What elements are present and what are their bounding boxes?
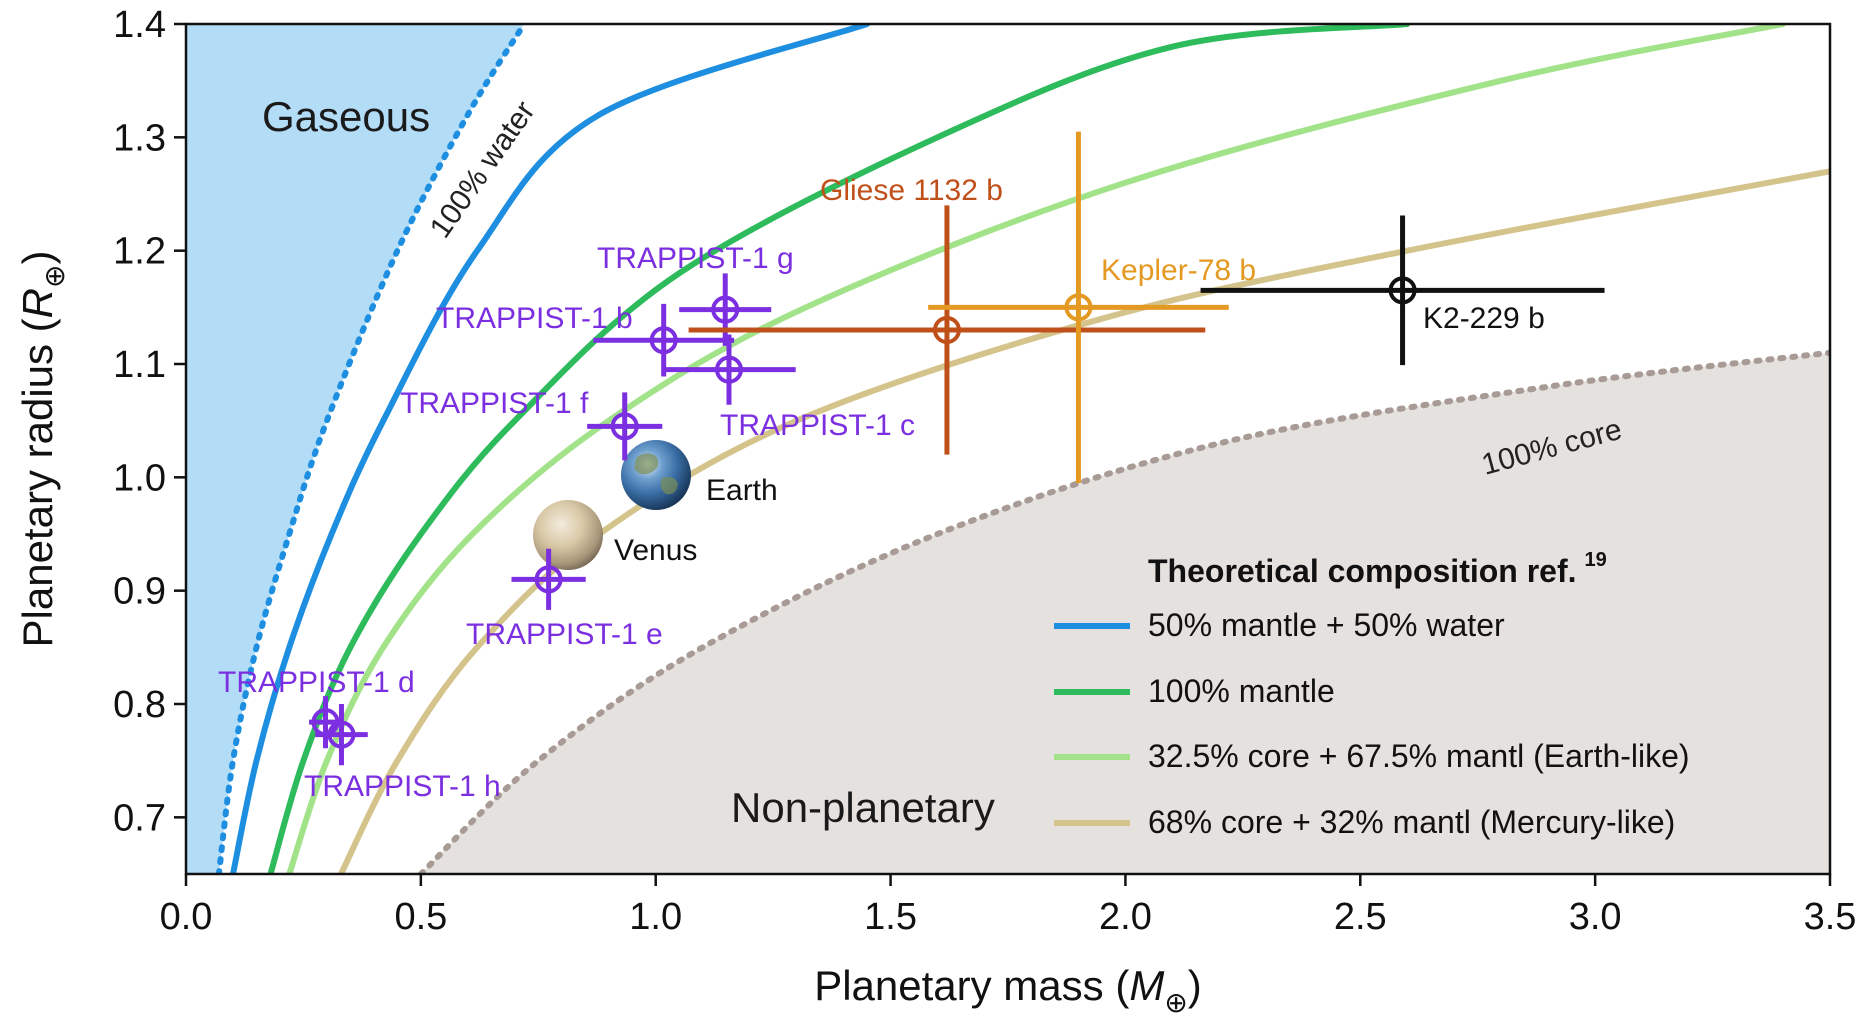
- legend-entry-water: 50% mantle + 50% water: [1148, 607, 1505, 643]
- x-tick-label: 3.5: [1804, 896, 1857, 938]
- curve-100-water: [215, 24, 528, 874]
- y-tick-label: 1.3: [113, 117, 166, 159]
- planet-label-trappist-1-c: TRAPPIST-1 c: [720, 409, 915, 442]
- earth-label: Earth: [706, 474, 778, 507]
- planet-point-trappist-1-c: [662, 334, 796, 405]
- y-axis-title: Planetary radius (R⊕): [14, 251, 70, 648]
- non-planetary-label: Non-planetary: [731, 784, 995, 831]
- x-tick-label: 0.5: [394, 896, 447, 938]
- curve-100-mantle: [267, 24, 1411, 874]
- planet-label-trappist-1-f: TRAPPIST-1 f: [400, 387, 589, 420]
- x-tick-label: 1.5: [864, 896, 917, 938]
- planet-point-trappist-1-e: [511, 548, 586, 610]
- x-tick-label: 0.0: [160, 896, 213, 938]
- y-tick-label: 1.0: [113, 457, 166, 499]
- marker-trappist-1-e: [534, 565, 563, 594]
- y-tick-label: 1.1: [113, 344, 166, 386]
- planet-label-trappist-1-h: TRAPPIST-1 h: [304, 770, 501, 803]
- x-tick-label: 2.5: [1334, 896, 1387, 938]
- earth-image: [621, 440, 691, 510]
- x-tick-label: 3.0: [1569, 896, 1622, 938]
- legend-title: Theoretical composition ref. 19: [1148, 549, 1607, 589]
- y-tick-label: 1.4: [113, 4, 166, 46]
- non-planetary-region: [420, 352, 1830, 874]
- plot-frame: [184, 22, 1832, 876]
- planet-label-kepler-78-b: Kepler-78 b: [1101, 254, 1256, 287]
- y-tick-label: 0.8: [113, 684, 166, 726]
- planet-point-kepler-78-b: [928, 131, 1229, 483]
- curve-68-core-32-mantl-mercury-like: [338, 168, 1830, 874]
- earth-continents: [634, 453, 678, 495]
- x-axis-title: Planetary mass (M⊕): [814, 962, 1202, 1013]
- legend-title-ref: 19: [1585, 549, 1607, 571]
- marker-trappist-1-h: [327, 720, 356, 749]
- x-tick-label: 1.0: [629, 896, 682, 938]
- planet-label-trappist-1-g: TRAPPIST-1 g: [597, 242, 794, 275]
- planet-label-trappist-1-b: TRAPPIST-1 b: [436, 302, 633, 335]
- planet-point-gliese-1132-b: [688, 205, 1206, 455]
- legend: Theoretical composition ref. 19 50% mantl…: [1054, 549, 1690, 840]
- planet-point-trappist-1-h: [315, 704, 368, 766]
- y-tick-label: 1.2: [113, 231, 166, 273]
- marker-trappist-1-g: [711, 295, 740, 324]
- planet-label-trappist-1-d: TRAPPIST-1 d: [218, 666, 415, 699]
- marker-trappist-1-c: [714, 355, 743, 384]
- venus-image: [533, 500, 603, 570]
- gaseous-region: [186, 24, 525, 874]
- curve-32-5-core-67-5-mantl-earth-like: [286, 24, 1786, 874]
- x-tick-label: 2.0: [1099, 896, 1152, 938]
- marker-trappist-1-f: [610, 412, 639, 441]
- curve-100-core: [417, 349, 1830, 874]
- legend-entry-earth-like: 32.5% core + 67.5% mantl (Earth-like): [1148, 738, 1690, 774]
- marker-kepler-78-b: [1064, 293, 1093, 322]
- planet-point-trappist-1-f: [587, 392, 663, 461]
- y-tick-label: 0.7: [113, 797, 166, 839]
- planet-point-trappist-1-b: [593, 303, 735, 377]
- legend-entry-mercury-like: 68% core + 32% mantl (Mercury-like): [1148, 804, 1675, 840]
- planet-label-k2-229-b: K2-229 b: [1423, 302, 1545, 335]
- planet-label-gliese-1132-b: Gliese 1132 b: [820, 174, 1003, 207]
- planet-point-trappist-1-g: [679, 273, 772, 346]
- curve-50-mantle-50-water: [230, 24, 871, 874]
- venus-label: Venus: [614, 534, 697, 567]
- gaseous-label: Gaseous: [262, 93, 430, 140]
- legend-entry-mantle: 100% mantle: [1148, 673, 1335, 709]
- marker-gliese-1132-b: [932, 316, 961, 344]
- marker-trappist-1-b: [649, 326, 678, 355]
- planet-point-k2-229-b: [1200, 215, 1605, 366]
- y-tick-label: 0.9: [113, 571, 166, 613]
- planet-label-trappist-1-e: TRAPPIST-1 e: [466, 618, 663, 651]
- marker-k2-229-b: [1388, 276, 1417, 305]
